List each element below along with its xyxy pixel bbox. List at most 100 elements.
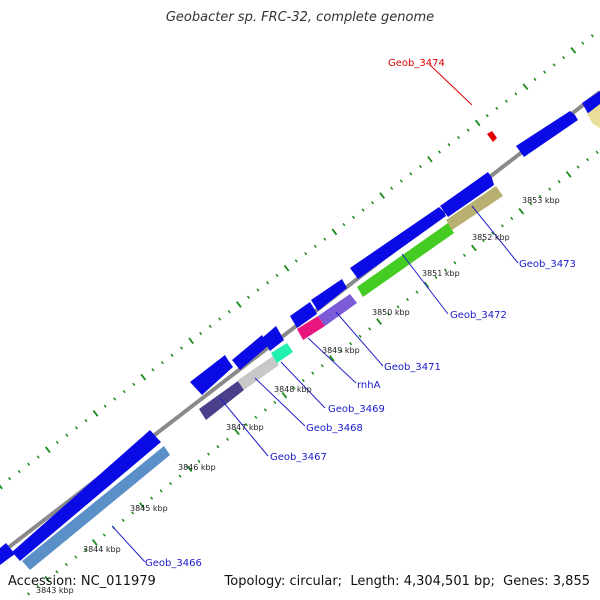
tick-mark: [576, 165, 580, 169]
gene-arrow-red[interactable]: [487, 131, 497, 142]
tick-mark: [320, 364, 324, 368]
tick-mark: [466, 128, 470, 132]
gene-label-geob-3468[interactable]: Geob_3468: [306, 423, 363, 434]
gene-label-geob-3467[interactable]: Geob_3467: [270, 452, 327, 463]
tick-mark: [457, 135, 461, 140]
tick-mark: [266, 281, 269, 285]
tick-mark: [470, 244, 477, 252]
tick-mark: [55, 440, 59, 445]
tick-mark: [102, 533, 106, 537]
gene-arrow[interactable]: [311, 279, 347, 311]
tick-mark: [199, 331, 203, 336]
gene-arrow[interactable]: [440, 172, 494, 217]
tick-mark: [283, 264, 290, 272]
tick-mark: [27, 462, 31, 466]
gene-label-geob-3471[interactable]: Geob_3471: [384, 362, 441, 373]
tick-mark: [292, 386, 296, 390]
tick-mark: [281, 391, 288, 399]
gene-label-rnha[interactable]: rnhA: [357, 380, 381, 391]
gene-label-geob-3466[interactable]: Geob_3466: [145, 558, 202, 569]
tick-mark: [140, 373, 147, 381]
tick-mark: [396, 305, 400, 309]
tick-mark: [406, 297, 409, 302]
kbp-label: 3843 kbp: [36, 586, 74, 595]
topology-value: circular: [289, 574, 338, 589]
tick-mark: [376, 318, 382, 325]
gene-segment[interactable]: [238, 356, 279, 390]
gene-label-geob-3472[interactable]: Geob_3472: [450, 310, 507, 321]
tick-mark: [495, 106, 499, 111]
tick-mark: [207, 452, 210, 456]
tick-mark: [225, 437, 229, 441]
gene-label-geob-3474[interactable]: Geob_3474: [388, 58, 445, 69]
gene-segment[interactable]: [587, 104, 600, 128]
gene-label-geob-3469[interactable]: Geob_3469: [328, 404, 385, 415]
tick-mark: [565, 171, 572, 178]
length-value: 4,304,501 bp: [403, 574, 491, 589]
tick-mark: [151, 368, 155, 372]
topology-label: Topology:: [224, 574, 286, 589]
tick-mark: [36, 455, 40, 459]
gene-arrow[interactable]: [262, 326, 284, 351]
tick-mark: [256, 288, 260, 292]
tick-mark: [74, 555, 78, 559]
tick-mark: [150, 496, 154, 500]
gene-segment[interactable]: [297, 316, 325, 340]
gene-segment[interactable]: [318, 294, 357, 326]
gene-segments: [22, 104, 600, 570]
accession-footer: Accession: NC_011979: [8, 574, 156, 589]
tick-mark: [186, 465, 193, 473]
tick-mark: [361, 208, 365, 212]
tick-mark: [132, 382, 136, 386]
tick-mark: [418, 164, 422, 169]
tick-mark: [529, 202, 533, 206]
tick-mark: [533, 77, 537, 82]
gene-arrow[interactable]: [516, 111, 578, 157]
kbp-label: 3852 kbp: [472, 233, 510, 242]
tick-mark: [64, 562, 68, 567]
accession-label: Accession:: [8, 574, 77, 589]
gene-segment[interactable]: [357, 223, 454, 297]
tick-mark: [462, 253, 466, 257]
tick-mark: [581, 41, 585, 45]
gene-arrow[interactable]: [290, 302, 317, 328]
tick-mark: [44, 575, 51, 583]
gene-segment[interactable]: [446, 186, 503, 230]
tick-mark: [131, 511, 135, 515]
tick-mark: [74, 426, 78, 430]
gene-arrow[interactable]: [0, 543, 15, 565]
tick-mark: [170, 353, 174, 357]
tick-mark: [91, 539, 98, 546]
gene-arrow[interactable]: [190, 355, 233, 395]
tick-mark: [328, 355, 335, 362]
tick-mark: [557, 180, 561, 184]
kbp-label: 3851 kbp: [422, 269, 460, 278]
tick-mark: [218, 317, 222, 321]
gene-segment[interactable]: [22, 446, 170, 570]
gene-arrow[interactable]: [12, 430, 161, 561]
kbp-label: 3845 kbp: [130, 504, 168, 513]
tick-mark: [273, 400, 277, 405]
gene-segment[interactable]: [271, 343, 293, 363]
tick-mark: [438, 150, 441, 154]
kbp-label: 3848 kbp: [274, 385, 312, 394]
tick-mark: [103, 404, 107, 408]
tick-mark: [17, 469, 21, 474]
genes-label: Genes:: [503, 574, 549, 589]
tick-mark: [55, 570, 59, 574]
kbp-label: 3853 kbp: [522, 196, 560, 205]
outer-tick-ring: [0, 34, 594, 490]
tick-mark: [415, 290, 419, 294]
tick-mark: [552, 63, 556, 67]
tick-mark: [180, 346, 183, 350]
tick-mark: [522, 83, 529, 90]
tick-mark: [36, 584, 40, 589]
kbp-label: 3850 kbp: [372, 308, 410, 317]
gene-arrow[interactable]: [350, 207, 446, 279]
tick-mark: [358, 334, 362, 338]
gene-label-geob-3473[interactable]: Geob_3473: [519, 259, 576, 270]
gene-arrow[interactable]: [232, 335, 268, 370]
genes-value: 3,855: [552, 574, 590, 589]
tick-mark: [92, 410, 99, 417]
